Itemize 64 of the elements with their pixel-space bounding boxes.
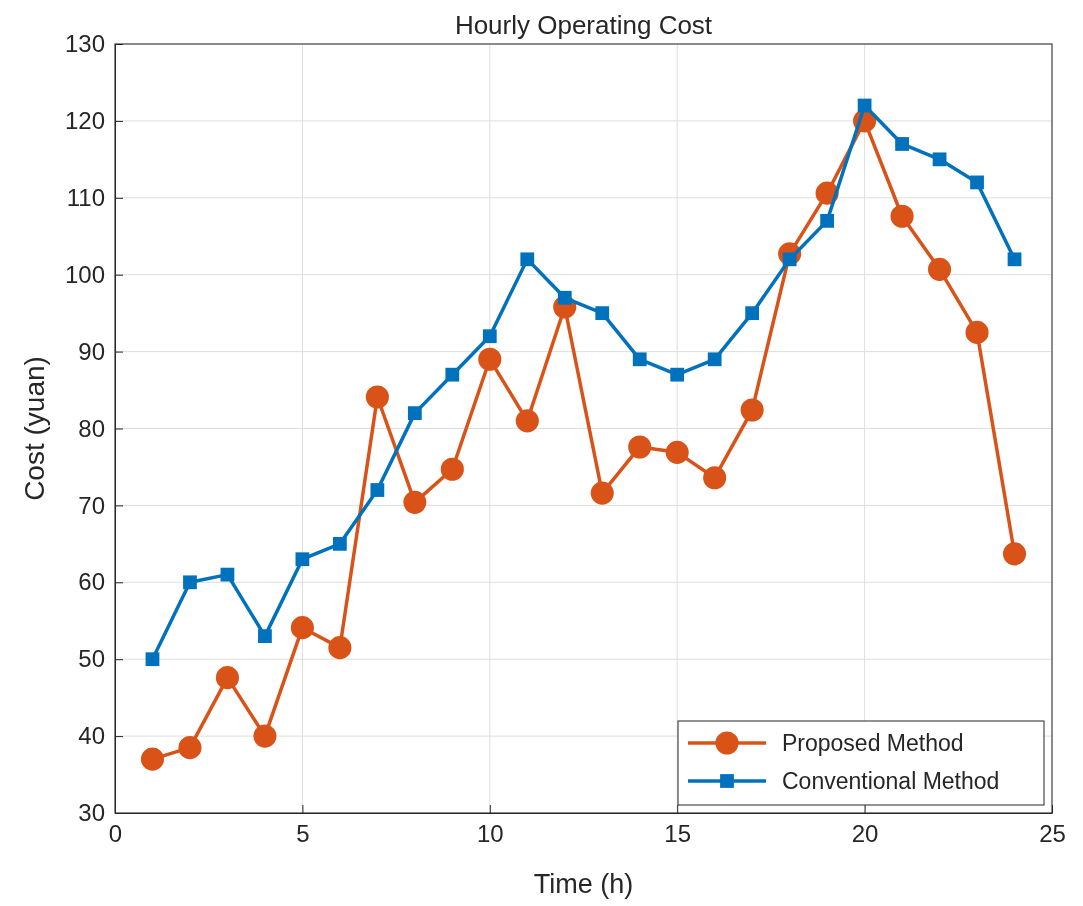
point — [670, 367, 685, 382]
point — [220, 567, 235, 582]
x-tick-label: 25 — [1039, 820, 1066, 848]
y-tick-label: 50 — [78, 645, 105, 673]
point — [215, 666, 239, 690]
point — [140, 747, 165, 771]
point — [515, 409, 539, 433]
y-tick-label: 100 — [64, 260, 105, 288]
point — [932, 152, 947, 167]
y-tick-label: 80 — [78, 414, 105, 442]
point — [703, 466, 727, 490]
y-tick-label: 70 — [78, 491, 105, 519]
chart-title: Hourly Operating Cost — [454, 10, 713, 40]
legend-label: Proposed Method — [782, 730, 964, 756]
point — [745, 306, 760, 321]
point — [145, 652, 160, 667]
y-tick-label: 120 — [64, 107, 105, 135]
point — [520, 252, 535, 267]
point — [895, 137, 909, 151]
point — [1002, 542, 1027, 566]
point — [365, 385, 389, 409]
point — [370, 483, 385, 497]
point — [178, 736, 202, 760]
point — [332, 536, 347, 551]
point — [445, 367, 460, 382]
y-axis-title: Cost (yuan) — [19, 356, 50, 501]
x-tick-label: 5 — [296, 820, 310, 848]
point — [478, 347, 502, 371]
point — [557, 290, 572, 305]
point — [295, 552, 310, 567]
point — [665, 440, 689, 464]
x-tick-label: 20 — [851, 820, 879, 848]
point — [403, 490, 427, 514]
x-axis-title: Time (h) — [533, 869, 634, 899]
y-tick-label: 40 — [78, 722, 105, 750]
point — [928, 257, 952, 281]
point — [328, 636, 352, 660]
point — [628, 435, 652, 459]
x-tick-label: 0 — [108, 820, 123, 848]
y-tick-label: 130 — [64, 30, 105, 58]
point — [890, 204, 914, 228]
y-tick-label: 110 — [66, 183, 105, 211]
point — [970, 175, 984, 190]
point — [590, 481, 614, 505]
point — [595, 306, 610, 321]
x-tick-label: 15 — [664, 820, 692, 848]
legend-label: Conventional Method — [782, 768, 1000, 794]
point — [632, 352, 647, 367]
point — [253, 724, 277, 748]
point — [965, 320, 989, 344]
point — [440, 457, 464, 481]
point — [1007, 252, 1022, 267]
y-tick-label: 90 — [78, 337, 105, 365]
point — [258, 629, 272, 644]
point — [740, 398, 764, 422]
point — [183, 575, 197, 590]
point — [820, 213, 835, 228]
point — [407, 406, 422, 421]
point — [707, 352, 722, 367]
y-tick-label: 60 — [78, 568, 105, 596]
point — [290, 616, 314, 640]
y-tick-label: 30 — [78, 799, 105, 827]
x-tick-label: 10 — [476, 820, 504, 848]
point — [482, 329, 497, 344]
